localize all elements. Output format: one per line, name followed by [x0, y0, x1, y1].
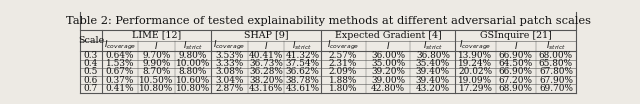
Text: 0.67%: 0.67%: [106, 67, 134, 76]
Text: 38.20%: 38.20%: [249, 76, 283, 85]
Text: $I_{coverage}$: $I_{coverage}$: [460, 39, 492, 52]
Text: 43.61%: 43.61%: [285, 84, 319, 93]
Text: 1.80%: 1.80%: [329, 84, 357, 93]
Text: 36.62%: 36.62%: [285, 67, 319, 76]
Text: 38.78%: 38.78%: [285, 76, 319, 85]
Text: 10.50%: 10.50%: [140, 76, 173, 85]
Text: 10.80%: 10.80%: [140, 84, 173, 93]
Text: Scale: Scale: [78, 36, 104, 45]
Text: 64.50%: 64.50%: [499, 59, 533, 68]
Text: 43.20%: 43.20%: [416, 84, 450, 93]
Text: 9.90%: 9.90%: [142, 59, 171, 68]
Text: $I_{coverage}$: $I_{coverage}$: [104, 39, 136, 52]
Text: 2.31%: 2.31%: [329, 59, 357, 68]
Text: 66.90%: 66.90%: [499, 67, 532, 76]
Text: 36.80%: 36.80%: [416, 51, 450, 60]
Text: 0.5: 0.5: [84, 67, 98, 76]
Text: SHAP [9]: SHAP [9]: [244, 31, 288, 40]
Text: 67.90%: 67.90%: [539, 76, 573, 85]
Text: $I$: $I$: [264, 40, 268, 51]
Text: 67.80%: 67.80%: [539, 67, 573, 76]
Text: 42.80%: 42.80%: [371, 84, 405, 93]
Text: 3.08%: 3.08%: [215, 67, 244, 76]
Text: $I$: $I$: [513, 40, 518, 51]
Text: $I$: $I$: [386, 40, 390, 51]
Text: 35.00%: 35.00%: [371, 59, 405, 68]
Text: $I_{strict}$: $I_{strict}$: [546, 40, 566, 52]
Text: 39.40%: 39.40%: [416, 67, 450, 76]
Text: 10.00%: 10.00%: [176, 59, 210, 68]
Text: 9.70%: 9.70%: [142, 51, 171, 60]
Text: 0.4: 0.4: [84, 59, 98, 68]
Text: 8.70%: 8.70%: [142, 67, 171, 76]
Text: 39.20%: 39.20%: [371, 67, 405, 76]
Text: 2.87%: 2.87%: [216, 84, 244, 93]
Text: $I_{strict}$: $I_{strict}$: [183, 40, 203, 52]
Text: 0.6: 0.6: [84, 76, 98, 85]
Text: 1.53%: 1.53%: [106, 59, 134, 68]
Text: 3.04%: 3.04%: [215, 76, 244, 85]
Text: 0.41%: 0.41%: [106, 84, 134, 93]
Text: 67.20%: 67.20%: [499, 76, 532, 85]
Text: LIME [12]: LIME [12]: [132, 31, 181, 40]
Text: 35.40%: 35.40%: [416, 59, 450, 68]
Text: 0.7: 0.7: [84, 84, 98, 93]
Text: 39.00%: 39.00%: [371, 76, 405, 85]
Text: $I_{strict}$: $I_{strict}$: [292, 40, 312, 52]
Text: $I_{strict}$: $I_{strict}$: [423, 40, 443, 52]
Text: $I_{coverage}$: $I_{coverage}$: [213, 39, 246, 52]
Text: 2.09%: 2.09%: [329, 67, 357, 76]
Text: 68.00%: 68.00%: [539, 51, 573, 60]
Text: 9.80%: 9.80%: [179, 51, 207, 60]
Text: Expected Gradient [4]: Expected Gradient [4]: [335, 31, 442, 40]
Text: 36.73%: 36.73%: [249, 59, 283, 68]
Text: 65.80%: 65.80%: [539, 59, 573, 68]
Text: $I$: $I$: [154, 40, 159, 51]
Text: 36.28%: 36.28%: [249, 67, 283, 76]
Text: 3.33%: 3.33%: [216, 59, 244, 68]
Text: 1.88%: 1.88%: [329, 76, 357, 85]
Text: 40.41%: 40.41%: [249, 51, 283, 60]
Text: 0.37%: 0.37%: [106, 76, 134, 85]
Text: 0.64%: 0.64%: [106, 51, 134, 60]
Text: 8.80%: 8.80%: [179, 67, 207, 76]
Text: GSInquire [21]: GSInquire [21]: [480, 31, 552, 40]
Text: 37.54%: 37.54%: [285, 59, 319, 68]
Text: $I_{coverage}$: $I_{coverage}$: [327, 39, 359, 52]
Text: 10.80%: 10.80%: [176, 84, 210, 93]
Text: 66.90%: 66.90%: [499, 51, 532, 60]
Text: 36.00%: 36.00%: [371, 51, 405, 60]
Text: 0.3: 0.3: [84, 51, 98, 60]
Text: 19.24%: 19.24%: [458, 59, 493, 68]
Text: 19.09%: 19.09%: [458, 76, 493, 85]
Text: 68.90%: 68.90%: [499, 84, 532, 93]
Text: 20.02%: 20.02%: [458, 67, 493, 76]
Text: 13.90%: 13.90%: [458, 51, 493, 60]
Text: 3.53%: 3.53%: [215, 51, 244, 60]
Text: Table 2: Performance of tested explainability methods at different adversarial p: Table 2: Performance of tested explainab…: [65, 16, 591, 26]
Text: 10.60%: 10.60%: [176, 76, 210, 85]
Text: 41.32%: 41.32%: [285, 51, 319, 60]
Text: 43.16%: 43.16%: [249, 84, 283, 93]
Text: 2.57%: 2.57%: [329, 51, 357, 60]
Text: 17.29%: 17.29%: [458, 84, 492, 93]
Text: 39.40%: 39.40%: [416, 76, 450, 85]
Text: 69.70%: 69.70%: [539, 84, 573, 93]
